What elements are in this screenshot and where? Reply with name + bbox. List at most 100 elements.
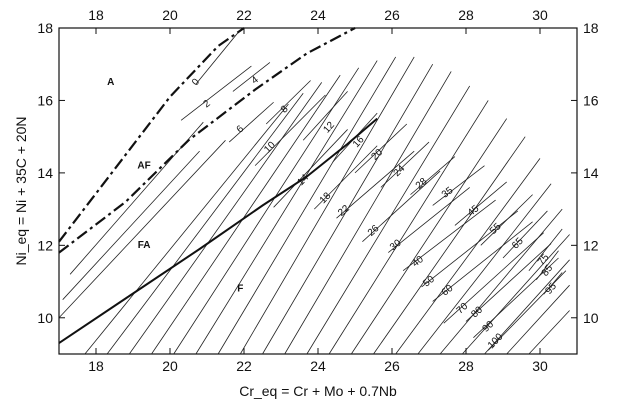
iso-ferrite-line-0: [58, 140, 226, 319]
iso-ferrite-label-70: 70: [455, 301, 471, 317]
iso-ferrite-line-40: [402, 199, 496, 272]
iso-ferrite-line-35: [432, 165, 485, 206]
region-label-AF: AF: [137, 160, 150, 171]
iso-ferrite-label-6: 6: [235, 123, 247, 135]
iso-ferrite-line-28: [410, 156, 456, 195]
x-tick-label-bottom-22: 22: [236, 358, 252, 374]
iso-ferrite-line-70: [443, 232, 544, 324]
iso-ferrite-label-50: 50: [421, 274, 437, 290]
iso-ferrite-line-9: [217, 56, 397, 355]
iso-ferrite-line-14: [328, 100, 489, 355]
iso-ferrite-background-lines: [58, 56, 570, 355]
iso-ferrite-line-22: [336, 150, 415, 219]
iso-ferrite-line-75: [528, 228, 563, 271]
iso-ferrite-line-7: [173, 67, 360, 355]
y-tick-label-left-12: 12: [37, 237, 53, 253]
iso-ferrite-line-26: [362, 170, 441, 243]
region-label-A: A: [107, 77, 114, 88]
phase-boundary-1: [58, 27, 356, 254]
iso-ferrite-label-0: 0: [190, 76, 202, 88]
iso-ferrite-line-6: [228, 101, 274, 143]
iso-ferrite-line-4: [106, 92, 304, 355]
y-tick-label-right-12: 12: [583, 237, 599, 253]
iso-ferrite-label-16: 16: [351, 134, 367, 150]
iso-ferrite-label-24: 24: [392, 163, 408, 179]
x-tick-label-bottom-20: 20: [162, 358, 178, 374]
iso-ferrite-line-22: [506, 284, 570, 355]
iso-ferrite-label-4: 4: [250, 74, 262, 86]
iso-ferrite-line-16: [373, 136, 526, 355]
iso-ferrite-line-12: [284, 71, 452, 355]
iso-ferrite-label-40: 40: [410, 254, 426, 270]
iso-ferrite-line-4: [232, 62, 271, 92]
x-tick-label-top-30: 30: [532, 7, 548, 23]
iso-ferrite-line-17: [395, 158, 541, 355]
region-label-FA: FA: [138, 240, 151, 251]
iso-ferrite-line-18: [417, 183, 552, 355]
y-tick-label-right-14: 14: [583, 165, 599, 181]
iso-ferrite-line-8: [265, 80, 311, 125]
iso-ferrite-line-5: [128, 82, 323, 355]
y-tick-label-right-10: 10: [583, 310, 599, 326]
iso-ferrite-line-21: [484, 259, 570, 355]
y-tick-label-left-14: 14: [37, 165, 53, 181]
phase-boundaries: [58, 27, 378, 344]
x-tick-label-bottom-24: 24: [310, 358, 326, 374]
iso-ferrite-label-95: 95: [543, 281, 559, 297]
iso-ferrite-line-3: [84, 103, 289, 355]
iso-ferrite-line-8: [195, 60, 378, 355]
x-tick-label-top-20: 20: [162, 7, 178, 23]
iso-ferrite-line-13: [306, 85, 471, 355]
iso-ferrite-line-12: [302, 91, 348, 141]
iso-ferrite-line-2: [180, 65, 252, 121]
iso-ferrite-line-15: [350, 118, 508, 355]
phase-boundary-0: [58, 27, 245, 243]
iso-ferrite-line-90: [473, 257, 559, 338]
iso-ferrite-line-60: [432, 221, 533, 302]
iso-ferrite-line-80: [465, 243, 552, 322]
iso-ferrite-line-6: [151, 74, 341, 355]
iso-ferrite-line-23: [528, 310, 570, 355]
y-tick-label-right-16: 16: [583, 92, 599, 108]
iso-ferrite-line-10: [254, 94, 326, 166]
x-tick-label-bottom-30: 30: [532, 358, 548, 374]
x-tick-label-top-28: 28: [458, 7, 474, 23]
iso-ferrite-line-0: [195, 29, 241, 85]
iso-ferrite-line-20: [462, 234, 570, 355]
phase-boundary-2: [58, 117, 378, 344]
x-tick-label-top-22: 22: [236, 7, 252, 23]
iso-ferrite-line-1: [62, 150, 200, 300]
iso-ferrite-line-100: [487, 270, 567, 351]
x-tick-label-top-26: 26: [384, 7, 400, 23]
iso-ferrite-lines: [180, 29, 567, 351]
region-label-F: F: [237, 283, 243, 294]
iso-ferrite-line-24: [380, 141, 430, 188]
iso-ferrite-line-55: [480, 194, 533, 246]
iso-ferrite-line-50: [421, 210, 519, 288]
iso-ferrite-label-80: 80: [469, 304, 485, 320]
iso-ferrite-line-18: [314, 145, 378, 210]
iso-ferrite-label-8: 8: [279, 103, 291, 115]
iso-ferrite-line-20: [354, 123, 408, 174]
x-axis-title: Cr_eq = Cr + Mo + 0.7Nb: [239, 383, 397, 399]
y-axis-title: Ni_eq = Ni + 35C + 20N: [13, 116, 29, 265]
iso-ferrite-line-10: [239, 56, 415, 355]
iso-ferrite-line-14: [273, 129, 348, 208]
x-tick-label-bottom-28: 28: [458, 358, 474, 374]
iso-ferrite-label-2: 2: [202, 98, 213, 110]
iso-ferrite-line-19: [439, 208, 563, 355]
iso-ferrite-label-10: 10: [262, 139, 278, 155]
region-labels: A AF FA F: [107, 77, 243, 294]
y-tick-label-left-18: 18: [37, 20, 53, 36]
x-tick-label-bottom-26: 26: [384, 358, 400, 374]
iso-ferrite-line-30: [388, 187, 470, 253]
iso-ferrite-line-45: [454, 181, 507, 226]
x-tick-label-top-24: 24: [310, 7, 326, 23]
iso-ferrite-line-65: [502, 210, 548, 259]
x-tick-label-bottom-18: 18: [88, 358, 104, 374]
y-tick-label-left-16: 16: [37, 92, 53, 108]
x-tick-label-top-18: 18: [88, 7, 104, 23]
y-tick-label-right-18: 18: [583, 20, 599, 36]
